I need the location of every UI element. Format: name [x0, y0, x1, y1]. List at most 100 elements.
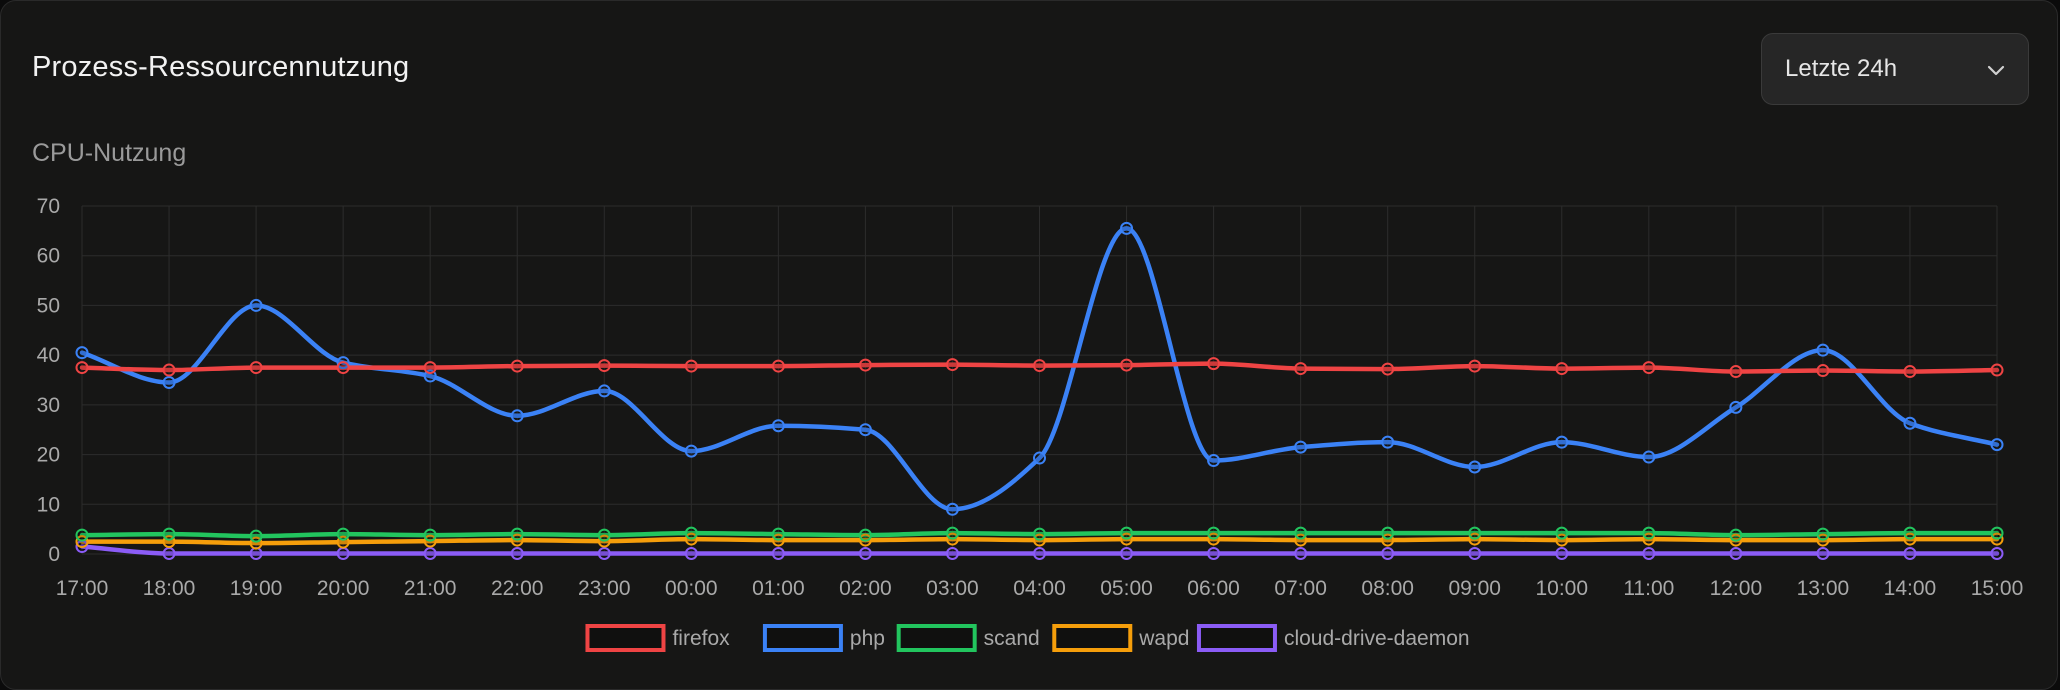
data-point-php[interactable]: [1990, 438, 2004, 452]
data-point-php[interactable]: [771, 419, 785, 433]
data-point-firefox[interactable]: [1381, 362, 1395, 376]
data-point-firefox[interactable]: [1033, 359, 1046, 373]
data-point-cloud-drive-daemon[interactable]: [1207, 547, 1221, 561]
data-point-php[interactable]: [1468, 460, 1482, 474]
series-points: [75, 221, 2004, 561]
data-point-cloud-drive-daemon[interactable]: [1990, 547, 2004, 561]
data-point-scand[interactable]: [1555, 526, 1569, 540]
data-point-firefox[interactable]: [597, 359, 611, 373]
legend-item-firefox[interactable]: firefox: [585, 624, 730, 652]
x-tick-label: 17:00: [56, 577, 109, 600]
data-point-php[interactable]: [945, 502, 959, 516]
data-point-cloud-drive-daemon[interactable]: [249, 547, 263, 561]
data-point-firefox[interactable]: [423, 361, 437, 375]
x-tick-label: 06:00: [1187, 577, 1240, 600]
data-point-cloud-drive-daemon[interactable]: [1642, 547, 1656, 561]
data-point-cloud-drive-daemon[interactable]: [510, 547, 524, 561]
data-point-php[interactable]: [1642, 450, 1656, 464]
data-point-firefox[interactable]: [75, 361, 89, 375]
data-point-scand[interactable]: [1468, 526, 1482, 540]
legend-label: scand: [984, 627, 1040, 650]
data-point-php[interactable]: [858, 423, 872, 437]
data-point-scand[interactable]: [1294, 526, 1308, 540]
data-point-scand[interactable]: [945, 526, 959, 540]
data-point-php[interactable]: [1816, 343, 1830, 357]
data-point-cloud-drive-daemon[interactable]: [1555, 547, 1569, 561]
data-point-cloud-drive-daemon[interactable]: [684, 547, 698, 561]
data-point-scand[interactable]: [1903, 526, 1917, 540]
data-point-scand[interactable]: [771, 527, 785, 541]
data-point-scand[interactable]: [858, 528, 872, 542]
data-point-scand[interactable]: [1642, 526, 1656, 540]
data-point-firefox[interactable]: [1120, 358, 1134, 372]
data-point-cloud-drive-daemon[interactable]: [1033, 547, 1046, 561]
data-point-cloud-drive-daemon[interactable]: [162, 547, 176, 561]
data-point-firefox[interactable]: [771, 359, 785, 373]
data-point-scand[interactable]: [1207, 526, 1221, 540]
data-point-scand[interactable]: [597, 528, 611, 542]
data-point-firefox[interactable]: [510, 359, 524, 373]
data-point-firefox[interactable]: [1294, 362, 1308, 376]
legend-item-scand[interactable]: scand: [896, 624, 1040, 652]
data-point-php[interactable]: [510, 409, 524, 423]
data-point-php[interactable]: [1033, 451, 1046, 465]
data-point-cloud-drive-daemon[interactable]: [423, 547, 437, 561]
data-point-php[interactable]: [1381, 435, 1395, 449]
data-point-firefox[interactable]: [1990, 363, 2004, 377]
data-point-cloud-drive-daemon[interactable]: [1468, 547, 1482, 561]
data-point-cloud-drive-daemon[interactable]: [1816, 547, 1830, 561]
data-point-scand[interactable]: [1381, 526, 1395, 540]
data-point-scand[interactable]: [1729, 528, 1743, 542]
data-point-firefox[interactable]: [1729, 365, 1743, 379]
time-range-select[interactable]: Letzte 24h: [1761, 33, 2029, 105]
data-point-firefox[interactable]: [1903, 365, 1917, 379]
data-point-firefox[interactable]: [945, 358, 959, 372]
data-point-php[interactable]: [684, 444, 698, 458]
data-point-cloud-drive-daemon[interactable]: [945, 547, 959, 561]
data-point-php[interactable]: [1729, 400, 1743, 414]
data-point-firefox[interactable]: [1207, 357, 1221, 371]
data-point-scand[interactable]: [75, 528, 89, 542]
legend-label: firefox: [672, 627, 730, 650]
data-point-cloud-drive-daemon[interactable]: [1381, 547, 1395, 561]
data-point-scand[interactable]: [684, 526, 698, 540]
data-point-scand[interactable]: [510, 527, 524, 541]
data-point-scand[interactable]: [336, 527, 350, 541]
data-point-php[interactable]: [1294, 440, 1308, 454]
data-point-cloud-drive-daemon[interactable]: [1729, 547, 1743, 561]
data-point-scand[interactable]: [1816, 527, 1830, 541]
data-point-cloud-drive-daemon[interactable]: [858, 547, 872, 561]
data-point-php[interactable]: [162, 375, 176, 389]
data-point-cloud-drive-daemon[interactable]: [597, 547, 611, 561]
data-point-firefox[interactable]: [858, 358, 872, 372]
data-point-cloud-drive-daemon[interactable]: [771, 547, 785, 561]
data-point-scand[interactable]: [249, 529, 263, 543]
legend-item-php[interactable]: php: [762, 624, 885, 652]
data-point-scand[interactable]: [1990, 526, 2004, 540]
data-point-cloud-drive-daemon[interactable]: [336, 547, 350, 561]
data-point-firefox[interactable]: [684, 359, 698, 373]
data-point-scand[interactable]: [1033, 527, 1046, 541]
data-point-cloud-drive-daemon[interactable]: [1903, 547, 1917, 561]
legend-item-cloud-drive-daemon[interactable]: cloud-drive-daemon: [1196, 624, 1470, 652]
data-point-firefox[interactable]: [1816, 364, 1830, 378]
data-point-scand[interactable]: [162, 527, 176, 541]
data-point-php[interactable]: [597, 384, 611, 398]
data-point-php[interactable]: [249, 298, 263, 312]
data-point-firefox[interactable]: [1555, 362, 1569, 376]
data-point-firefox[interactable]: [162, 363, 176, 377]
data-point-firefox[interactable]: [249, 361, 263, 375]
data-point-firefox[interactable]: [1642, 361, 1656, 375]
data-point-scand[interactable]: [1120, 526, 1134, 540]
data-point-php[interactable]: [75, 346, 89, 360]
data-point-php[interactable]: [1207, 454, 1221, 468]
data-point-cloud-drive-daemon[interactable]: [1294, 547, 1308, 561]
data-point-php[interactable]: [1120, 221, 1134, 235]
data-point-cloud-drive-daemon[interactable]: [1120, 547, 1134, 561]
data-point-php[interactable]: [1903, 416, 1917, 430]
data-point-firefox[interactable]: [1468, 359, 1482, 373]
legend-item-wapd[interactable]: wapd: [1052, 624, 1189, 652]
data-point-firefox[interactable]: [336, 361, 350, 375]
data-point-scand[interactable]: [423, 528, 437, 542]
data-point-php[interactable]: [1555, 435, 1569, 449]
